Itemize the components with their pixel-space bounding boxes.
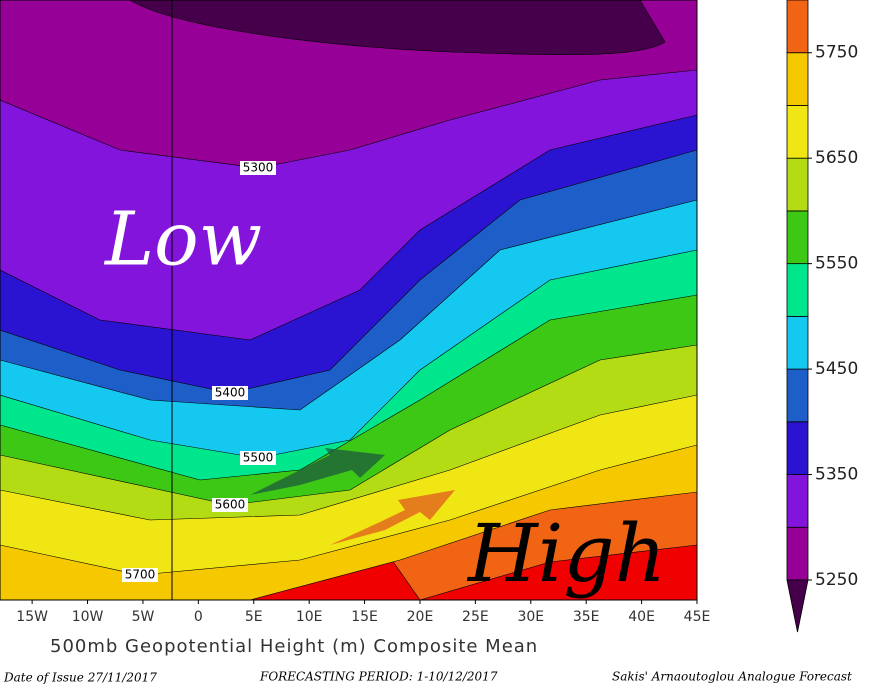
contour-label-box xyxy=(212,386,248,400)
x-tick-label: 10W xyxy=(72,609,104,625)
colorbar-segment xyxy=(786,263,809,317)
contour-label: 5600 xyxy=(215,498,246,512)
colorbar-label: 5650 xyxy=(815,148,858,168)
x-tick-label: 5E xyxy=(245,609,263,625)
map-frame xyxy=(0,0,698,601)
colorbar-under-triangle xyxy=(786,579,809,633)
x-tick-label: 5W xyxy=(132,609,155,625)
x-tick-label: 40E xyxy=(628,609,655,625)
map-area xyxy=(0,0,697,600)
colorbar-segment xyxy=(786,474,809,528)
forecast-period: FORECASTING PERIOD: 1-10/12/2017 xyxy=(259,670,498,684)
overlay: Low High 500mb Geopotential Height (m) C… xyxy=(0,0,852,685)
height-band xyxy=(129,0,666,56)
x-tick-label: 10E xyxy=(296,609,323,625)
x-tick-label: 25E xyxy=(462,609,489,625)
colorbar-segment xyxy=(786,0,809,54)
contour-label-box xyxy=(240,451,276,465)
contour-label-box xyxy=(212,498,248,512)
colorbar-segment xyxy=(786,526,809,581)
arrow-warm xyxy=(330,490,455,545)
contour-label-box xyxy=(122,568,158,582)
low-label: Low xyxy=(103,196,262,282)
colorbar-segment xyxy=(786,157,809,212)
issue-date: Date of Issue 27/11/2017 xyxy=(3,671,157,685)
map-title: 500mb Geopotential Height (m) Composite … xyxy=(50,636,538,657)
colorbar-segment xyxy=(786,315,809,370)
contour-label: 5700 xyxy=(125,568,156,582)
high-label: High xyxy=(466,507,666,600)
contour-label: 5400 xyxy=(215,386,246,400)
x-tick-label: 15E xyxy=(351,609,378,625)
colorbar-segment xyxy=(786,52,809,106)
colorbar-label: 5250 xyxy=(815,570,858,590)
colorbar-segment xyxy=(786,368,809,423)
colorbar-segment xyxy=(786,421,809,475)
colorbar-segment xyxy=(786,210,809,265)
credit: Sakis' Arnaoutoglou Analogue Forecast xyxy=(612,670,852,684)
colorbar-label: 5550 xyxy=(815,254,858,274)
x-tick-label: 20E xyxy=(407,609,434,625)
x-tick-label: 45E xyxy=(684,609,711,625)
colorbar-segment xyxy=(786,105,809,159)
contour-label-box xyxy=(240,161,276,175)
colorbar-label: 5450 xyxy=(815,359,858,379)
colorbar-label: 5350 xyxy=(815,465,858,485)
x-tick-label: 30E xyxy=(517,609,544,625)
contour-label: 5300 xyxy=(243,161,274,175)
x-tick-label: 35E xyxy=(573,609,600,625)
contour-label: 5500 xyxy=(243,451,274,465)
x-tick-label: 15W xyxy=(16,609,48,625)
arrow-cold xyxy=(250,448,385,495)
colorbar-label: 5750 xyxy=(815,43,858,63)
x-tick-label: 0 xyxy=(194,609,203,625)
